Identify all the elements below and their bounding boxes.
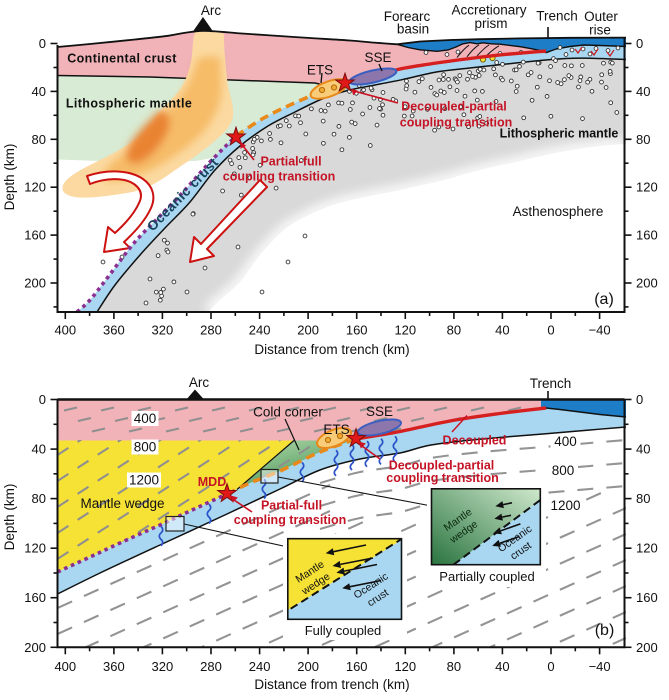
svg-text:200: 200 <box>636 640 658 655</box>
svg-text:40: 40 <box>636 442 650 457</box>
svg-text:120: 120 <box>636 180 658 195</box>
svg-text:Arc: Arc <box>201 3 222 18</box>
svg-text:40: 40 <box>32 84 46 99</box>
svg-text:200: 200 <box>24 640 46 655</box>
svg-text:0: 0 <box>636 36 643 51</box>
svg-text:−40: −40 <box>589 659 611 674</box>
svg-text:Arc: Arc <box>189 375 210 390</box>
svg-text:Outer: Outer <box>584 9 618 24</box>
svg-text:Trench: Trench <box>536 9 578 24</box>
svg-text:Fully coupled: Fully coupled <box>305 623 382 638</box>
svg-text:200: 200 <box>24 276 46 291</box>
svg-text:120: 120 <box>24 180 46 195</box>
svg-text:0: 0 <box>39 392 46 407</box>
svg-text:40: 40 <box>636 84 650 99</box>
svg-text:Lithospheric mantle: Lithospheric mantle <box>66 97 192 111</box>
svg-text:200: 200 <box>297 659 319 674</box>
svg-text:400: 400 <box>554 434 577 449</box>
svg-text:40: 40 <box>495 323 509 338</box>
svg-text:Asthenosphere: Asthenosphere <box>513 204 604 219</box>
svg-text:prism: prism <box>475 16 508 31</box>
svg-text:Accretionary: Accretionary <box>451 3 526 18</box>
svg-text:coupling transition: coupling transition <box>223 170 336 184</box>
svg-text:80: 80 <box>636 491 650 506</box>
svg-text:200: 200 <box>297 323 319 338</box>
svg-text:160: 160 <box>636 228 658 243</box>
svg-text:1200: 1200 <box>129 473 159 488</box>
svg-text:360: 360 <box>103 659 125 674</box>
svg-text:240: 240 <box>249 323 271 338</box>
svg-text:320: 320 <box>152 659 174 674</box>
svg-text:(b): (b) <box>595 622 615 639</box>
svg-text:400: 400 <box>54 323 76 338</box>
svg-text:40: 40 <box>495 659 509 674</box>
svg-text:80: 80 <box>32 491 46 506</box>
svg-text:280: 280 <box>200 323 222 338</box>
svg-text:160: 160 <box>346 659 368 674</box>
svg-text:Decoupled: Decoupled <box>443 434 507 448</box>
svg-text:80: 80 <box>447 659 461 674</box>
svg-text:Decoupled-partial: Decoupled-partial <box>389 459 495 473</box>
svg-text:coupling transition: coupling transition <box>234 513 347 527</box>
svg-text:160: 160 <box>24 228 46 243</box>
svg-text:1200: 1200 <box>550 498 580 513</box>
svg-text:120: 120 <box>394 659 416 674</box>
svg-text:160: 160 <box>636 590 658 605</box>
svg-text:800: 800 <box>134 440 157 455</box>
svg-text:40: 40 <box>32 442 46 457</box>
svg-text:(a): (a) <box>594 291 614 308</box>
svg-text:Partial-full: Partial-full <box>261 499 322 513</box>
svg-text:rise: rise <box>589 23 611 38</box>
svg-text:120: 120 <box>636 541 658 556</box>
svg-text:Trench: Trench <box>530 376 572 391</box>
svg-text:160: 160 <box>346 323 368 338</box>
svg-text:MDD: MDD <box>198 475 226 489</box>
svg-text:Mantle wedge: Mantle wedge <box>80 496 164 511</box>
svg-text:coupling transition: coupling transition <box>400 116 513 130</box>
svg-text:Decoupled-partial: Decoupled-partial <box>401 100 507 114</box>
svg-text:0: 0 <box>39 36 46 51</box>
svg-text:80: 80 <box>447 323 461 338</box>
svg-text:SSE: SSE <box>366 404 393 419</box>
svg-text:Distance from trench (km): Distance from trench (km) <box>254 342 409 357</box>
svg-text:120: 120 <box>24 541 46 556</box>
svg-text:Cold corner: Cold corner <box>253 405 323 420</box>
svg-text:0: 0 <box>547 323 554 338</box>
svg-text:Depth (km): Depth (km) <box>2 484 17 551</box>
svg-text:Depth (km): Depth (km) <box>2 144 17 211</box>
svg-text:800: 800 <box>552 463 575 478</box>
svg-text:coupling transition: coupling transition <box>386 471 499 485</box>
svg-text:Partially coupled: Partially coupled <box>439 569 534 584</box>
svg-text:SSE: SSE <box>364 50 391 65</box>
svg-text:Lithospheric mantle: Lithospheric mantle <box>500 127 619 141</box>
svg-text:160: 160 <box>24 590 46 605</box>
svg-text:320: 320 <box>152 323 174 338</box>
svg-text:120: 120 <box>394 323 416 338</box>
svg-text:ETS: ETS <box>323 422 349 437</box>
svg-text:0: 0 <box>547 659 554 674</box>
svg-text:80: 80 <box>636 132 650 147</box>
svg-text:−40: −40 <box>589 323 611 338</box>
svg-text:280: 280 <box>200 659 222 674</box>
svg-text:ETS: ETS <box>307 63 333 78</box>
svg-text:400: 400 <box>134 411 157 426</box>
svg-text:360: 360 <box>103 323 125 338</box>
svg-text:basin: basin <box>397 22 429 37</box>
svg-text:400: 400 <box>54 659 76 674</box>
svg-text:80: 80 <box>32 132 46 147</box>
svg-text:Partial-full: Partial-full <box>260 155 321 169</box>
svg-text:Forearc: Forearc <box>384 9 431 24</box>
svg-text:Distance from trench (km): Distance from trench (km) <box>254 677 409 692</box>
svg-text:0: 0 <box>636 392 643 407</box>
svg-text:200: 200 <box>636 276 658 291</box>
svg-text:Continental crust: Continental crust <box>67 52 177 66</box>
svg-text:240: 240 <box>249 659 271 674</box>
